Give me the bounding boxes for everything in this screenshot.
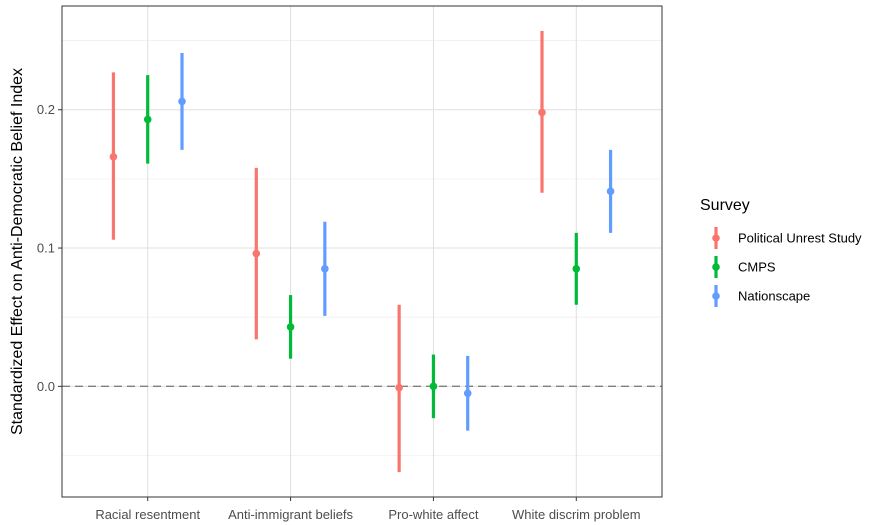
point-political-unrest-study [395, 383, 403, 392]
x-tick-label: Anti-immigrant beliefs [228, 507, 353, 522]
point-nationscape [606, 187, 615, 196]
point-political-unrest-study [252, 249, 261, 258]
point-nationscape [178, 97, 186, 106]
legend-key-point-political-unrest-study [712, 234, 720, 242]
legend: Survey Political Unrest Study CMPS Nations… [700, 197, 862, 307]
grid-layer [62, 6, 662, 497]
point-cmps [572, 264, 581, 273]
point-cmps [286, 323, 295, 331]
point-political-unrest-study [109, 152, 118, 161]
point-cmps [429, 382, 438, 391]
x-tick-label: Racial resentment [95, 507, 200, 522]
y-axis-title: Standardized Effect on Anti-Democratic B… [9, 68, 26, 435]
y-tick-label: 0.0 [37, 379, 55, 394]
marks-layer [62, 30, 662, 473]
y-tick-label: 0.1 [37, 241, 55, 256]
y-tick-label: 0.2 [37, 102, 55, 117]
panel-border [61, 5, 663, 498]
point-nationscape [463, 389, 472, 398]
x-tick-label: White discrim problem [512, 507, 641, 522]
legend-label-nationscape: Nationscape [738, 289, 810, 304]
point-political-unrest-study [538, 108, 546, 117]
legend-key-point-cmps [712, 263, 720, 271]
point-cmps [143, 115, 152, 124]
legend-title: Survey [700, 197, 750, 214]
axes-layer: 0.0 0.1 0.2 Racial resentment Anti-immigrant… [37, 5, 663, 522]
legend-key-point-nationscape [712, 292, 720, 300]
point-nationscape [321, 264, 329, 273]
legend-label-political-unrest-study: Political Unrest Study [738, 231, 862, 246]
legend-label-cmps: CMPS [738, 260, 776, 275]
x-tick-label: Pro-white affect [388, 507, 478, 522]
